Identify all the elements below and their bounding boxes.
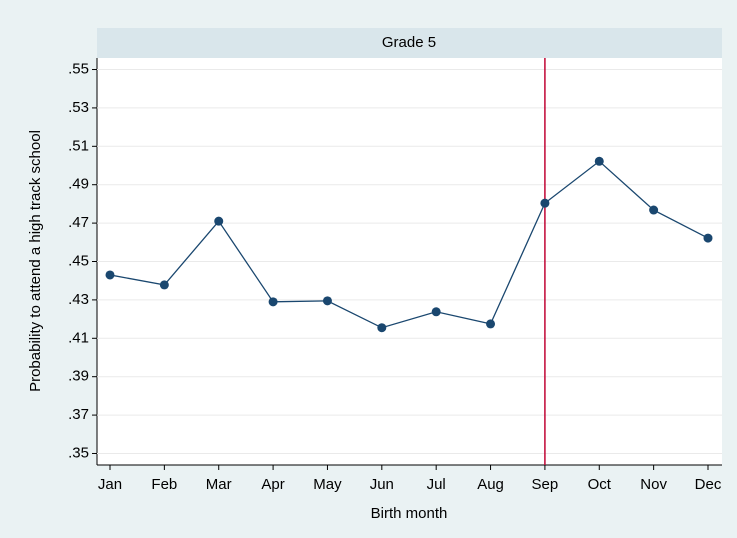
x-tick-label: Feb	[151, 476, 177, 493]
y-tick-label: .47	[68, 214, 89, 231]
point	[649, 205, 659, 215]
point	[703, 233, 713, 243]
x-axis-label: Birth month	[371, 505, 448, 522]
x-tick-label: Jul	[427, 476, 446, 493]
series-line	[109, 160, 709, 329]
x-tick-label: Mar	[206, 476, 232, 493]
y-tick-label: .51	[68, 137, 89, 154]
point	[594, 156, 604, 166]
point	[105, 270, 115, 280]
y-tick-label: .49	[68, 176, 89, 193]
x-tick-label: Sep	[532, 476, 559, 493]
y-axis-label: Probability to attend a high track schoo…	[27, 130, 44, 392]
y-tick-label: .45	[68, 252, 89, 269]
y-tick-label: .53	[68, 99, 89, 116]
x-tick-label: Dec	[695, 476, 722, 493]
x-tick-label: Nov	[640, 476, 667, 493]
y-tick-label: .39	[68, 368, 89, 385]
x-tick-label: Apr	[261, 476, 284, 493]
point	[377, 323, 387, 333]
y-tick-label: .37	[68, 406, 89, 423]
y-tick-label: .41	[68, 329, 89, 346]
x-tick-label: May	[313, 476, 342, 493]
x-tick-label: Aug	[477, 476, 504, 493]
panel-title: Grade 5	[382, 34, 436, 51]
y-tick-label: .35	[68, 444, 89, 461]
y-tick-label: .55	[68, 60, 89, 77]
x-tick-label: Oct	[588, 476, 612, 493]
panel-header	[97, 28, 722, 58]
y-tick-label: .43	[68, 291, 89, 308]
point	[268, 297, 278, 307]
point	[486, 319, 496, 329]
point	[540, 198, 550, 208]
x-tick-label: Jan	[98, 476, 122, 493]
point	[431, 307, 441, 317]
point	[159, 280, 169, 290]
x-tick-label: Jun	[370, 476, 394, 493]
point	[322, 296, 332, 306]
point	[214, 216, 224, 226]
